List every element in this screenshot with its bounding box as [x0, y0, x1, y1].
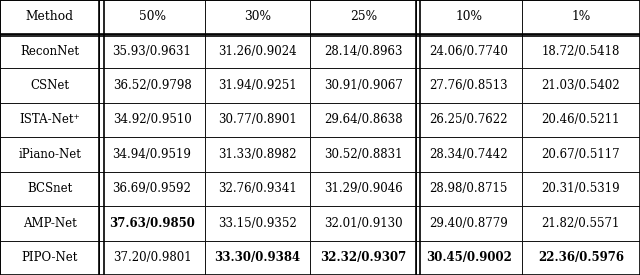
Text: 18.72/0.5418: 18.72/0.5418: [541, 45, 620, 57]
Text: 31.33/0.8982: 31.33/0.8982: [218, 148, 297, 161]
Text: 20.31/0.5319: 20.31/0.5319: [541, 182, 620, 195]
Text: 36.52/0.9798: 36.52/0.9798: [113, 79, 191, 92]
Text: 25%: 25%: [349, 10, 377, 23]
Text: 31.94/0.9251: 31.94/0.9251: [218, 79, 297, 92]
Text: 28.98/0.8715: 28.98/0.8715: [429, 182, 508, 195]
Text: 28.34/0.7442: 28.34/0.7442: [429, 148, 508, 161]
Text: 35.93/0.9631: 35.93/0.9631: [113, 45, 191, 57]
Text: AMP-Net: AMP-Net: [23, 217, 76, 230]
Text: CSNet: CSNet: [30, 79, 69, 92]
Text: iPiano-Net: iPiano-Net: [18, 148, 81, 161]
Text: BCSnet: BCSnet: [27, 182, 72, 195]
Text: ISTA-Net⁺: ISTA-Net⁺: [19, 114, 80, 126]
Text: 36.69/0.9592: 36.69/0.9592: [113, 182, 191, 195]
Text: 31.26/0.9024: 31.26/0.9024: [218, 45, 297, 57]
Text: 24.06/0.7740: 24.06/0.7740: [429, 45, 508, 57]
Text: 29.40/0.8779: 29.40/0.8779: [429, 217, 508, 230]
Text: 20.46/0.5211: 20.46/0.5211: [541, 114, 620, 126]
Text: PIPO-Net: PIPO-Net: [21, 251, 78, 264]
Text: ReconNet: ReconNet: [20, 45, 79, 57]
Text: 30%: 30%: [244, 10, 271, 23]
Text: 31.29/0.9046: 31.29/0.9046: [324, 182, 403, 195]
Text: 26.25/0.7622: 26.25/0.7622: [429, 114, 508, 126]
Text: 29.64/0.8638: 29.64/0.8638: [324, 114, 403, 126]
Text: 30.91/0.9067: 30.91/0.9067: [324, 79, 403, 92]
Text: 37.20/0.9801: 37.20/0.9801: [113, 251, 191, 264]
Text: 30.77/0.8901: 30.77/0.8901: [218, 114, 297, 126]
Text: 1%: 1%: [571, 10, 591, 23]
Text: 21.03/0.5402: 21.03/0.5402: [541, 79, 620, 92]
Text: 21.82/0.5571: 21.82/0.5571: [541, 217, 620, 230]
Text: 30.52/0.8831: 30.52/0.8831: [324, 148, 403, 161]
Text: 34.94/0.9519: 34.94/0.9519: [113, 148, 191, 161]
Text: 33.15/0.9352: 33.15/0.9352: [218, 217, 297, 230]
Text: 32.32/0.9307: 32.32/0.9307: [320, 251, 406, 264]
Text: 28.14/0.8963: 28.14/0.8963: [324, 45, 403, 57]
Text: 22.36/0.5976: 22.36/0.5976: [538, 251, 624, 264]
Text: 32.76/0.9341: 32.76/0.9341: [218, 182, 297, 195]
Text: 10%: 10%: [455, 10, 483, 23]
Text: 20.67/0.5117: 20.67/0.5117: [541, 148, 620, 161]
Text: 27.76/0.8513: 27.76/0.8513: [429, 79, 508, 92]
Text: 50%: 50%: [138, 10, 166, 23]
Text: Method: Method: [26, 10, 74, 23]
Text: 37.63/0.9850: 37.63/0.9850: [109, 217, 195, 230]
Text: 32.01/0.9130: 32.01/0.9130: [324, 217, 403, 230]
Text: 34.92/0.9510: 34.92/0.9510: [113, 114, 191, 126]
Text: 30.45/0.9002: 30.45/0.9002: [426, 251, 512, 264]
Text: 33.30/0.9384: 33.30/0.9384: [214, 251, 301, 264]
